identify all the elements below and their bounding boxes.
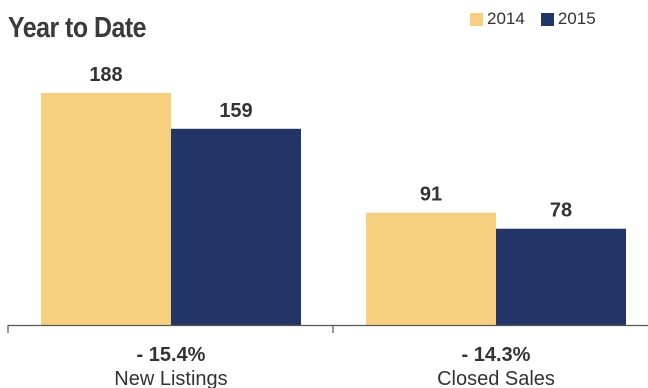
bar-closed-sales-2014 <box>366 212 496 325</box>
category-label-new-listings: New Listings <box>114 368 227 388</box>
bar-closed-sales-2015 <box>496 228 626 325</box>
data-label-new-listings-2015: 159 <box>219 100 252 122</box>
change-label-new-listings: - 15.4% <box>137 344 206 366</box>
legend-swatch-2014 <box>470 12 483 26</box>
category-label-closed-sales: Closed Sales <box>437 368 555 388</box>
legend-item-2015: 2015 <box>540 9 596 29</box>
legend-label-2015: 2015 <box>557 9 596 28</box>
legend-swatch-2015 <box>540 12 554 26</box>
legend-item-2014: 2014 <box>470 9 525 29</box>
chart-title: Year to Date <box>8 12 146 44</box>
bar-new-listings-2015 <box>171 128 301 325</box>
data-label-closed-sales-2015: 78 <box>550 200 572 222</box>
legend-label-2014: 2014 <box>487 9 525 28</box>
bar-new-listings-2014 <box>41 93 171 325</box>
legend: 2014 2015 <box>470 9 596 29</box>
data-label-new-listings-2014: 188 <box>89 64 122 86</box>
change-label-closed-sales: - 14.3% <box>462 344 531 366</box>
data-label-closed-sales-2014: 91 <box>420 184 442 206</box>
